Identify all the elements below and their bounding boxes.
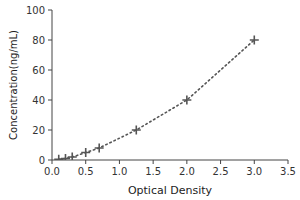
x-axis-label: Optical Density (128, 184, 213, 197)
x-tick (52, 160, 53, 164)
y-tick (48, 40, 52, 41)
x-tick-label: 1.0 (111, 166, 127, 177)
x-axis-line (52, 160, 288, 161)
y-tick-label: 100 (26, 5, 45, 16)
axes: 0 20 40 60 80 100 0.0 0.5 1.0 1.5 2.0 2.5 3.0 3.5 (26, 5, 296, 178)
data-point (182, 96, 191, 105)
data-point (68, 153, 77, 161)
x-tick-label: 2.0 (179, 166, 195, 177)
x-tick (153, 160, 154, 164)
data-point (95, 144, 104, 153)
y-tick-label: 40 (32, 95, 45, 106)
data-line (59, 40, 255, 159)
y-tick-label: 80 (32, 35, 45, 46)
x-tick (85, 160, 86, 164)
plot-area (54, 36, 259, 161)
y-tick-label: 0 (39, 155, 45, 166)
x-tick-label: 0.0 (44, 166, 60, 177)
x-tick-label: 2.5 (213, 166, 229, 177)
y-tick (48, 160, 52, 161)
y-tick (48, 130, 52, 131)
data-point (132, 126, 141, 135)
data-point (81, 148, 90, 157)
y-tick (48, 100, 52, 101)
y-axis-line (52, 10, 53, 160)
y-tick (48, 70, 52, 71)
y-tick-label: 20 (32, 125, 45, 136)
chart-container: 0 20 40 60 80 100 0.0 0.5 1.0 1.5 2.0 2.5 3.0 3.5 Opti… (0, 0, 300, 200)
x-tick-label: 1.5 (145, 166, 161, 177)
x-tick-label: 0.5 (78, 166, 94, 177)
x-tick-label: 3.0 (246, 166, 262, 177)
data-point (250, 36, 259, 45)
x-tick (220, 160, 221, 164)
x-tick (119, 160, 120, 164)
x-tick-label: 3.5 (280, 166, 296, 177)
y-tick (48, 10, 52, 11)
x-tick (254, 160, 255, 164)
x-tick (288, 160, 289, 164)
y-tick-label: 60 (32, 65, 45, 76)
y-axis-label: Concentration(ng/mL) (8, 30, 19, 140)
chart: 0 20 40 60 80 100 0.0 0.5 1.0 1.5 2.0 2.5 3.0 3.5 Opti… (0, 0, 300, 200)
x-tick (186, 160, 187, 164)
